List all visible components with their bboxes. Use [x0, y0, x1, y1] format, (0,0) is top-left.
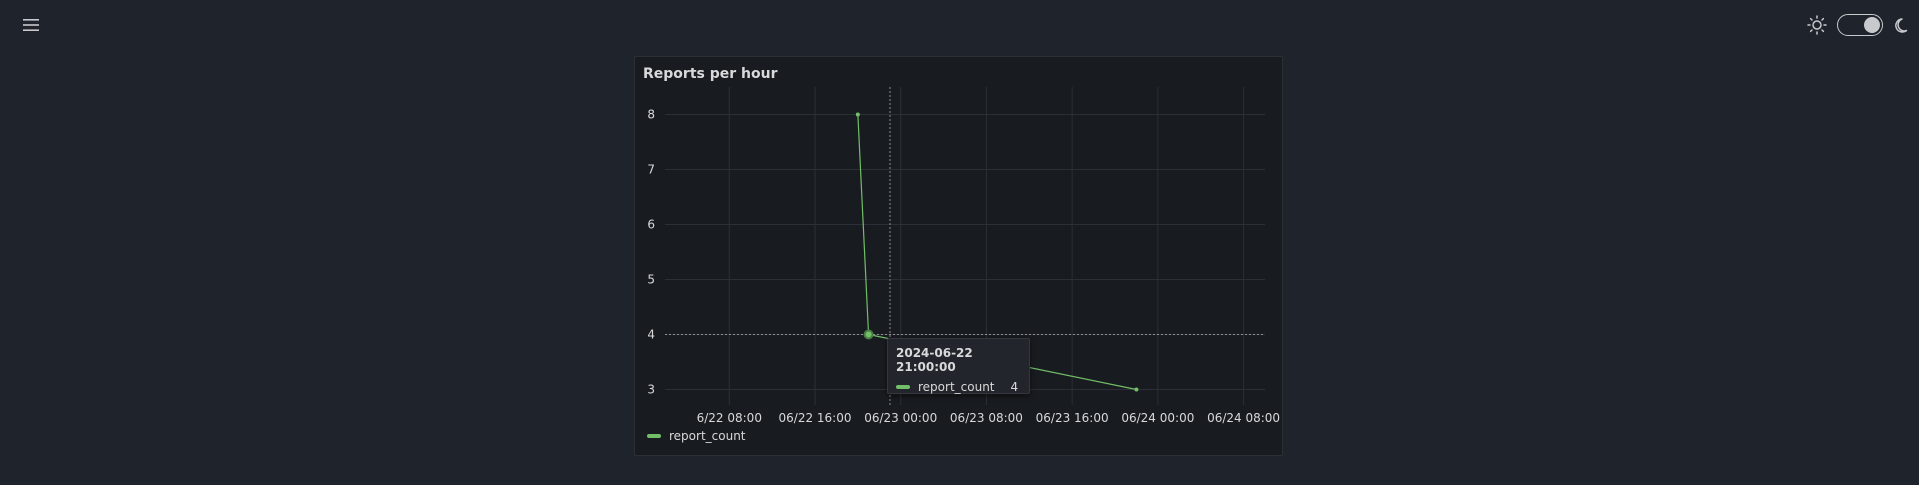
y-tick-label: 6 — [647, 218, 655, 232]
hamburger-menu-icon — [23, 19, 39, 31]
data-point — [855, 112, 860, 117]
x-tick-label: 06/24 08:00 — [1207, 411, 1280, 425]
y-tick-label: 4 — [647, 328, 655, 342]
legend-swatch — [647, 434, 661, 438]
menu-button[interactable] — [20, 14, 42, 36]
x-tick-label: 6/22 08:00 — [697, 411, 762, 425]
tooltip-swatch — [896, 385, 910, 389]
theme-toggle-knob — [1864, 16, 1880, 33]
chart-legend[interactable]: report_count — [647, 429, 746, 443]
x-tick-label: 06/23 00:00 — [864, 411, 937, 425]
x-tick-label: 06/23 08:00 — [950, 411, 1023, 425]
data-point — [1134, 387, 1139, 392]
moon-icon[interactable] — [1893, 16, 1911, 34]
x-tick-label: 06/23 16:00 — [1036, 411, 1109, 425]
theme-toggle[interactable] — [1837, 14, 1883, 36]
x-tick-label: 06/22 16:00 — [779, 411, 852, 425]
tooltip-row: report_count 4 — [896, 380, 1021, 394]
theme-controls — [1807, 13, 1911, 37]
line-chart[interactable]: 6/22 08:00 06/22 16:00 06/23 00:00 06/23 08… — [635, 57, 1284, 457]
tooltip-series: report_count — [918, 380, 995, 394]
chart-tooltip: 2024-06-22 21:00:00 report_count 4 — [887, 338, 1030, 394]
y-tick-label: 8 — [647, 108, 655, 122]
chart-panel: Reports per hour 6/22 08:00 06/22 16:00 06… — [634, 56, 1283, 456]
tooltip-time: 2024-06-22 21:00:00 — [896, 346, 973, 374]
data-point — [863, 329, 874, 340]
sun-icon[interactable] — [1807, 15, 1827, 35]
y-tick-label: 3 — [647, 383, 655, 397]
panel-title: Reports per hour — [643, 66, 778, 82]
tooltip-value: 4 — [1010, 380, 1019, 394]
legend-label: report_count — [669, 429, 746, 443]
y-tick-label: 5 — [647, 273, 655, 287]
x-tick-label: 06/24 00:00 — [1121, 411, 1194, 425]
y-tick-label: 7 — [647, 163, 655, 177]
